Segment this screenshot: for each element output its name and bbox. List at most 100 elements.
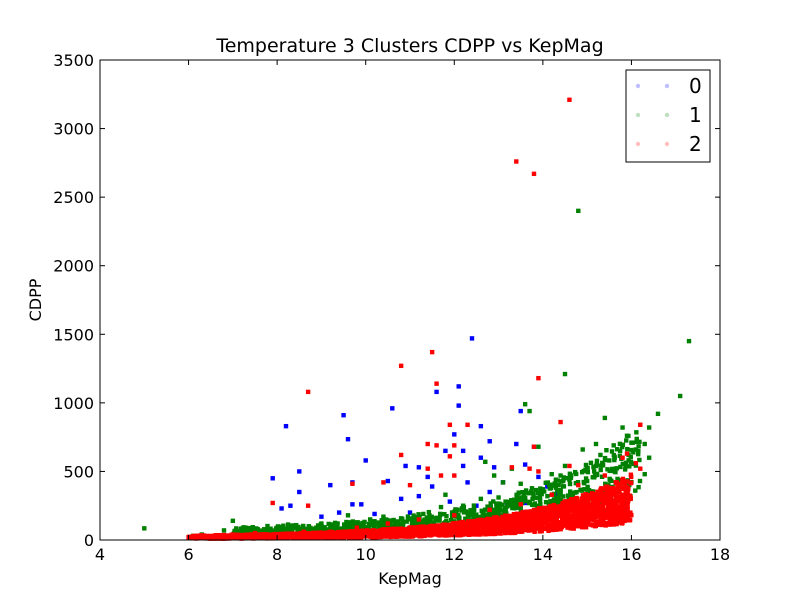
scatter-point-series-0 [416,465,422,470]
scatter-point-series-1 [471,503,477,508]
y-tick-label: 0 [84,531,94,550]
scatter-point-series-2 [619,507,625,512]
scatter-point-series-1 [339,526,345,531]
scatter-point-series-1 [624,433,630,438]
scatter-point-series-2 [575,499,581,505]
scatter-point-series-2 [350,481,355,486]
scatter-point-series-1 [549,471,554,477]
scatter-point-series-2 [550,503,555,509]
scatter-point-series-2 [606,513,611,519]
scatter-point-series-2 [358,530,363,535]
scatter-point-series-1 [618,464,623,470]
scatter-point-series-2 [305,503,311,508]
scatter-point-series-1 [372,524,377,529]
scatter-point-series-2 [438,473,444,478]
scatter-point-series-2 [518,516,524,521]
scatter-point-series-2 [576,518,582,523]
scatter-point-series-2 [591,503,597,509]
scatter-point-series-2 [567,525,572,530]
scatter-point-series-1 [620,461,625,467]
scatter-point-series-1 [382,518,388,524]
x-tick-label: 12 [444,545,464,564]
scatter-point-series-1 [637,457,642,463]
scatter-point-series-2 [609,513,615,519]
scatter-point-series-2 [270,500,275,506]
scatter-point-series-1 [307,526,312,531]
scatter-point-series-0 [350,502,355,507]
scatter-point-series-1 [617,448,623,454]
scatter-point-series-2 [531,513,537,519]
scatter-point-series-1 [576,208,581,214]
scatter-point-series-2 [261,535,266,540]
scatter-point-series-1 [594,458,600,464]
scatter-point-series-1 [350,519,356,524]
scatter-point-series-1 [500,480,506,485]
scatter-point-series-2 [447,422,453,427]
scatter-point-series-2 [622,508,628,513]
scatter-point-series-0 [478,423,484,429]
scatter-point-series-1 [500,502,505,508]
scatter-point-series-1 [341,522,347,527]
scatter-point-series-2 [487,525,492,530]
scatter-point-series-2 [638,466,643,471]
scatter-point-series-2 [627,496,633,501]
scatter-point-series-1 [496,495,501,500]
scatter-point-series-2 [624,510,630,516]
scatter-point-series-1 [416,512,421,517]
scatter-point-series-2 [301,529,306,534]
scatter-point-series-1 [513,500,518,505]
scatter-point-series-0 [407,510,413,515]
scatter-point-series-1 [347,521,353,526]
scatter-point-series-1 [345,526,351,531]
scatter-point-series-2 [581,517,586,522]
y-tick-label: 3000 [53,120,94,139]
scatter-point-series-2 [553,506,558,511]
scatter-point-series-1 [375,521,381,527]
scatter-point-series-1 [549,483,554,489]
scatter-point-series-2 [416,526,422,532]
scatter-point-series-1 [474,512,479,517]
scatter-point-series-2 [596,503,602,509]
scatter-point-series-1 [415,521,420,526]
scatter-point-series-2 [370,529,376,534]
scatter-point-series-2 [533,522,538,527]
scatter-point-series-2 [575,509,580,514]
scatter-point-series-2 [588,517,593,522]
scatter-point-series-1 [277,524,283,530]
scatter-point-series-2 [390,534,396,539]
scatter-point-series-1 [503,499,508,504]
scatter-point-series-1 [625,446,630,452]
scatter-point-series-2 [307,533,312,538]
scatter-point-series-2 [515,518,520,523]
scatter-point-series-2 [617,485,622,490]
scatter-point-series-0 [341,413,346,418]
scatter-point-series-2 [627,493,632,498]
scatter-point-series-2 [283,535,288,541]
scatter-point-series-2 [531,171,537,177]
scatter-point-series-2 [501,516,506,521]
scatter-point-series-2 [546,528,551,533]
scatter-point-series-1 [243,525,249,530]
scatter-point-series-2 [323,535,328,540]
scatter-point-series-2 [534,524,540,530]
scatter-point-series-2 [608,492,613,497]
scatter-point-series-2 [295,533,300,539]
scatter-point-series-2 [567,500,572,505]
scatter-point-series-1 [419,520,424,526]
scatter-point-series-1 [613,469,618,475]
scatter-point-series-1 [634,439,639,444]
scatter-point-series-1 [529,486,535,491]
scatter-point-series-0 [345,437,351,442]
scatter-point-series-1 [438,504,444,510]
scatter-point-series-2 [625,506,630,511]
scatter-point-series-2 [573,511,578,517]
scatter-point-series-2 [239,535,244,540]
scatter-point-series-1 [523,488,529,493]
scatter-point-series-1 [285,522,291,527]
scatter-point-series-2 [558,511,564,517]
scatter-point-series-2 [341,534,347,539]
scatter-point-series-0 [447,499,453,504]
scatter-point-series-2 [575,521,581,527]
scatter-point-series-2 [434,526,439,532]
scatter-point-series-1 [583,462,589,468]
